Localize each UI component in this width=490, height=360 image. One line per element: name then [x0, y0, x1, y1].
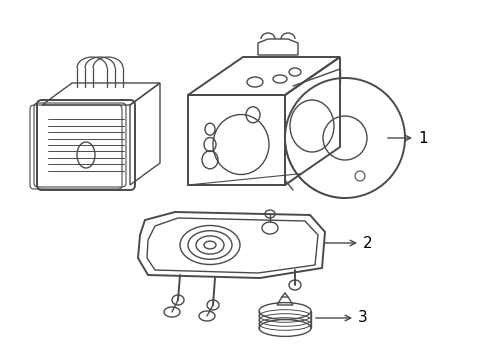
- Text: 1: 1: [418, 131, 428, 145]
- Text: 3: 3: [358, 310, 368, 325]
- Text: 2: 2: [363, 235, 372, 251]
